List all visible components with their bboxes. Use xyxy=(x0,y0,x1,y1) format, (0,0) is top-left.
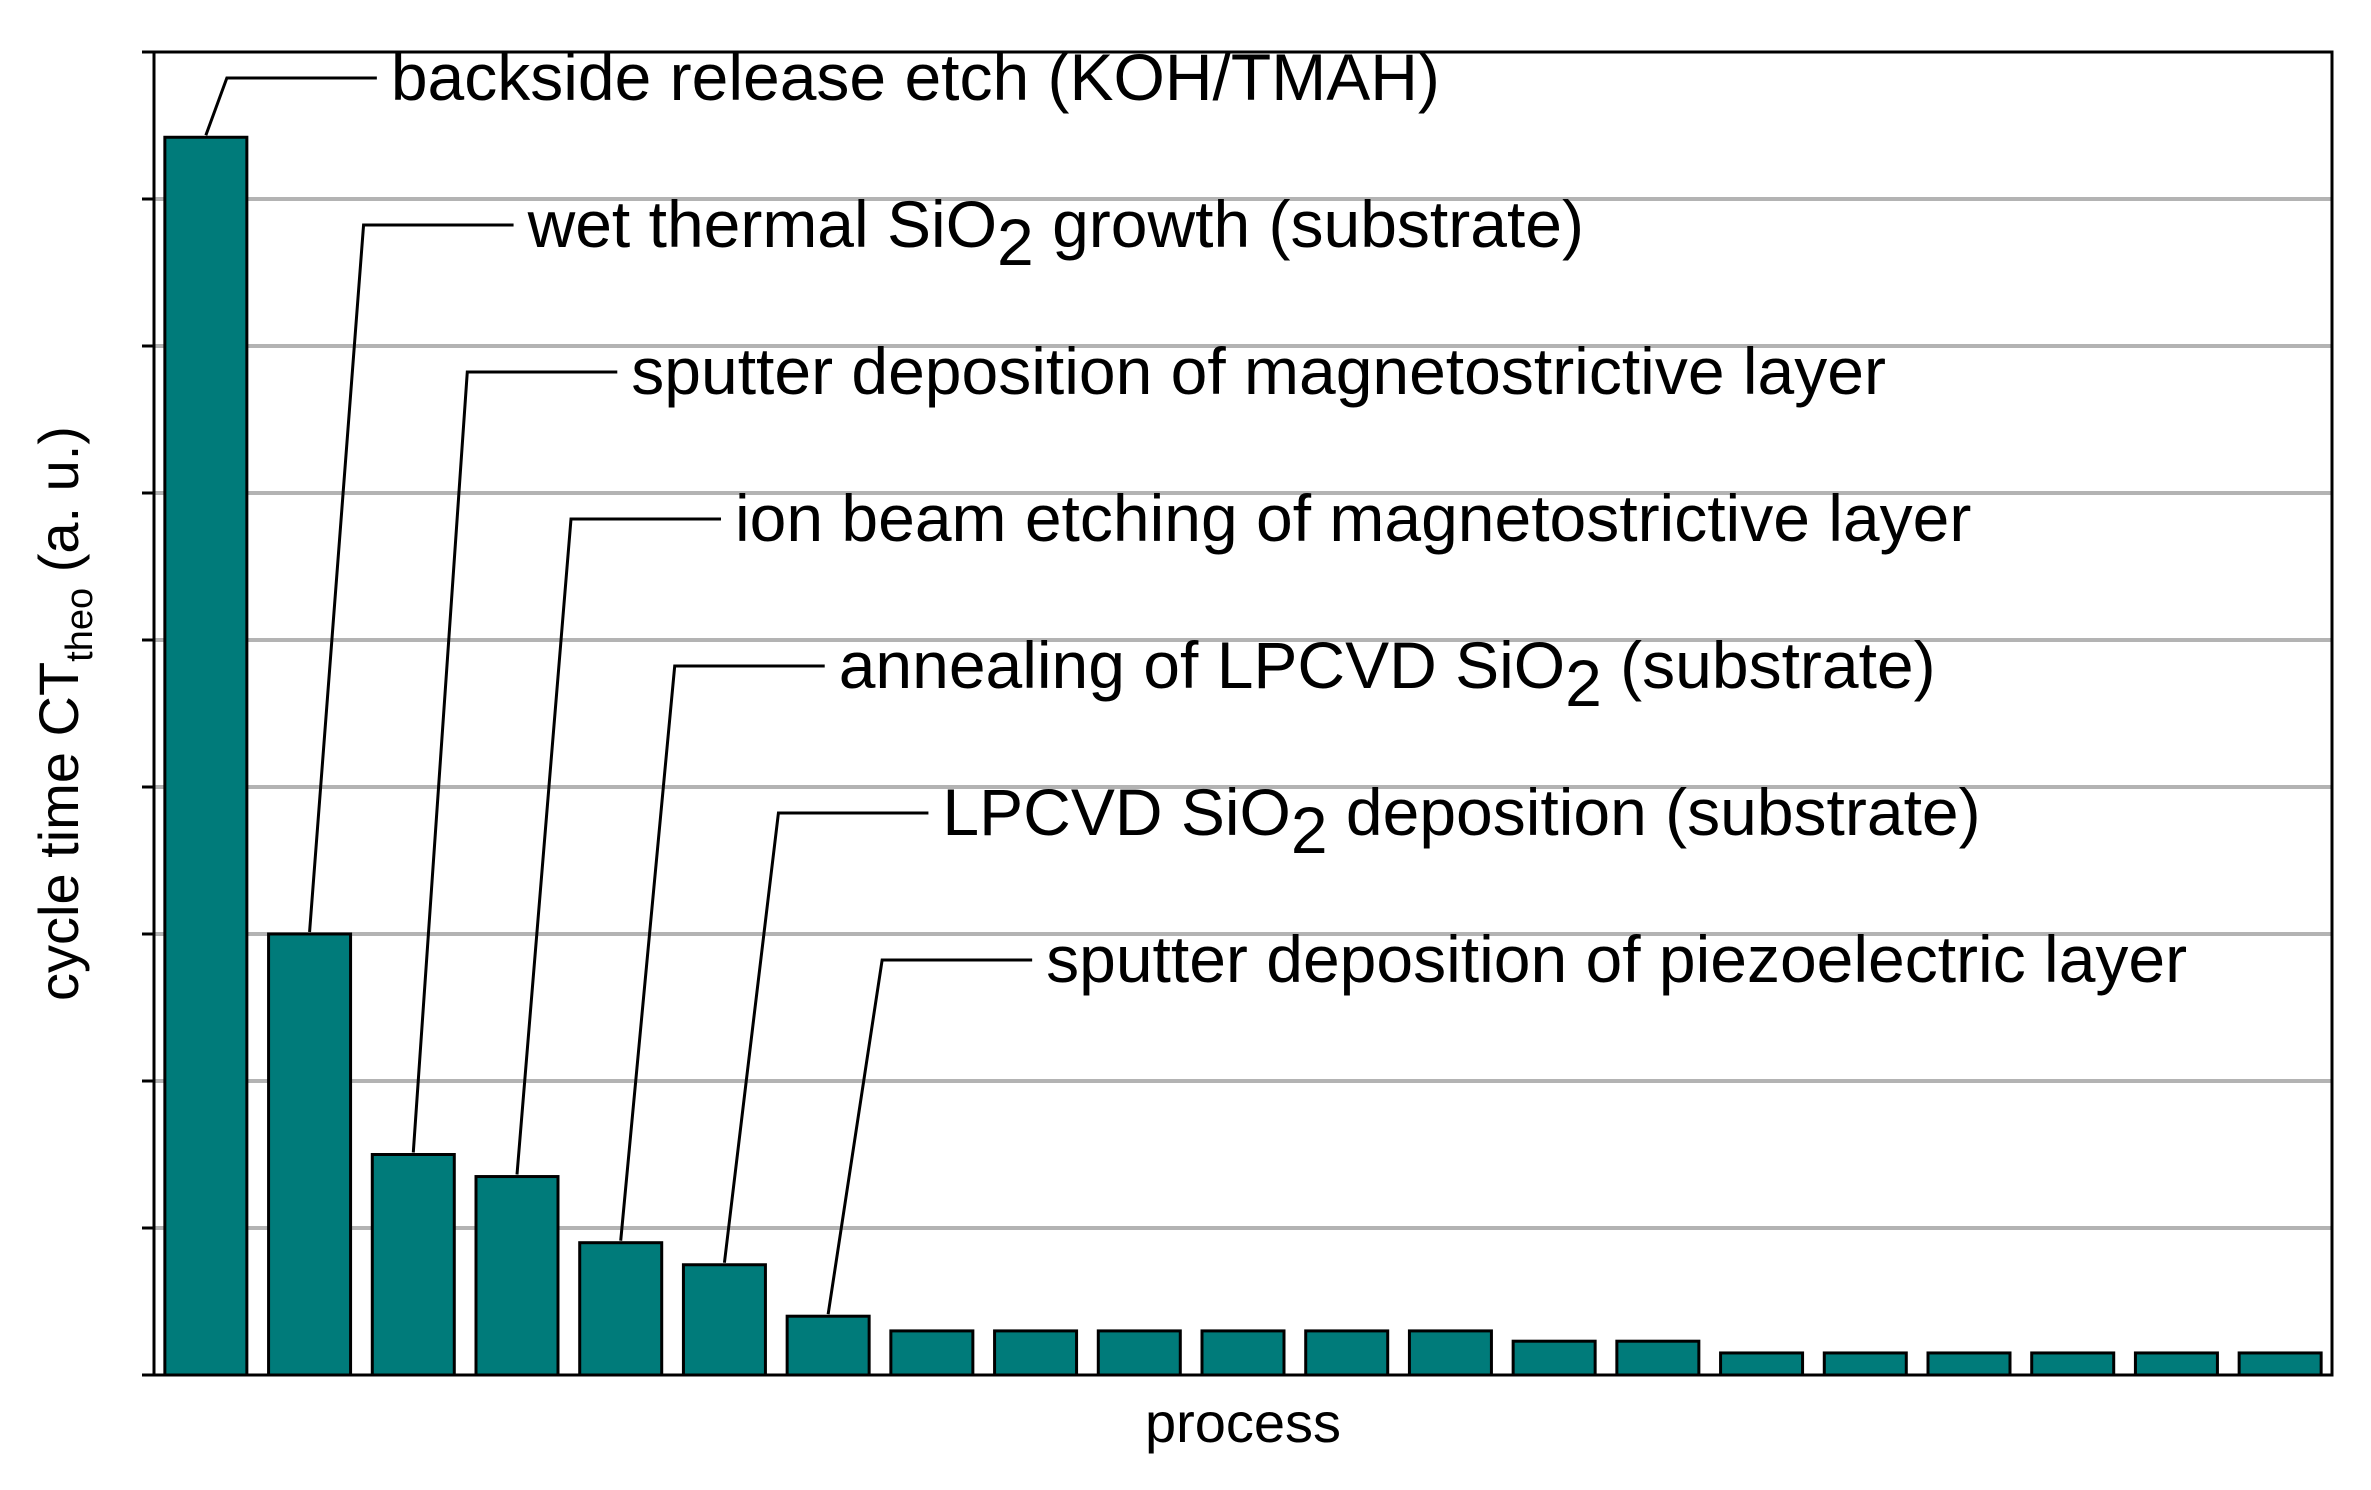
bar-2 xyxy=(267,932,353,1377)
annotation-label-4: ion beam etching of magnetostrictive lay… xyxy=(735,481,1971,555)
annotation-leader-7 xyxy=(826,958,1033,1315)
annotation-5: annealing of LPCVD SiO2 (substrate) xyxy=(619,628,1936,1241)
annotation-leader-2 xyxy=(308,223,514,933)
bar-4 xyxy=(474,1175,560,1377)
annotation-label-2: wet thermal SiO2 growth (substrate) xyxy=(527,187,1584,279)
bar-5 xyxy=(578,1241,664,1377)
y-axis-label-main: cycle time CT xyxy=(27,662,90,1001)
annotation-label-7: sputter deposition of piezoelectric laye… xyxy=(1046,922,2187,996)
y-axis-label-suffix: (a. u.) xyxy=(27,426,90,588)
annotations: backside release etch (KOH/TMAH) wet ther… xyxy=(204,40,2187,1315)
bar-21 xyxy=(2237,1351,2323,1377)
bar-8 xyxy=(889,1329,975,1377)
annotation-label-6: LPCVD SiO2 deposition (substrate) xyxy=(942,775,1980,867)
bar-20 xyxy=(2133,1351,2219,1377)
bar-15 xyxy=(1615,1339,1701,1377)
annotation-leader-6 xyxy=(722,811,929,1263)
y-axis-label: cycle time CTtheo (a. u.) xyxy=(27,426,101,1001)
annotation-1: backside release etch (KOH/TMAH) xyxy=(204,40,1440,136)
bar-11 xyxy=(1200,1329,1286,1377)
y-axis-label-subscript: theo xyxy=(59,588,101,662)
annotation-3: sputter deposition of magnetostrictive l… xyxy=(411,334,1886,1153)
annotation-leader-4 xyxy=(515,517,721,1175)
bars xyxy=(163,135,2323,1377)
bar-6 xyxy=(681,1263,767,1377)
bar-3 xyxy=(370,1153,456,1377)
plot-frame xyxy=(152,50,2334,1377)
annotation-2: wet thermal SiO2 growth (substrate) xyxy=(308,187,1584,933)
annotation-leader-5 xyxy=(619,664,825,1241)
axes xyxy=(142,50,2334,1377)
bar-19 xyxy=(2030,1351,2116,1377)
bar-9 xyxy=(993,1329,1079,1377)
annotation-leader-1 xyxy=(204,76,377,136)
bar-12 xyxy=(1304,1329,1390,1377)
annotation-4: ion beam etching of magnetostrictive lay… xyxy=(515,481,1971,1175)
gridlines xyxy=(154,197,2332,1230)
annotation-label-3: sputter deposition of magnetostrictive l… xyxy=(631,334,1886,408)
bar-17 xyxy=(1822,1351,1908,1377)
x-axis-label: process xyxy=(1145,1391,1341,1454)
bar-7 xyxy=(785,1314,871,1377)
bar-13 xyxy=(1407,1329,1493,1377)
annotation-leader-3 xyxy=(411,370,618,1153)
annotation-7: sputter deposition of piezoelectric laye… xyxy=(826,922,2187,1315)
bar-16 xyxy=(1719,1351,1805,1377)
annotation-6: LPCVD SiO2 deposition (substrate) xyxy=(722,775,1981,1263)
bar-1 xyxy=(163,135,249,1377)
bar-18 xyxy=(1926,1351,2012,1377)
bar-14 xyxy=(1511,1339,1597,1377)
bar-10 xyxy=(1096,1329,1182,1377)
annotation-label-5: annealing of LPCVD SiO2 (substrate) xyxy=(839,628,1936,720)
